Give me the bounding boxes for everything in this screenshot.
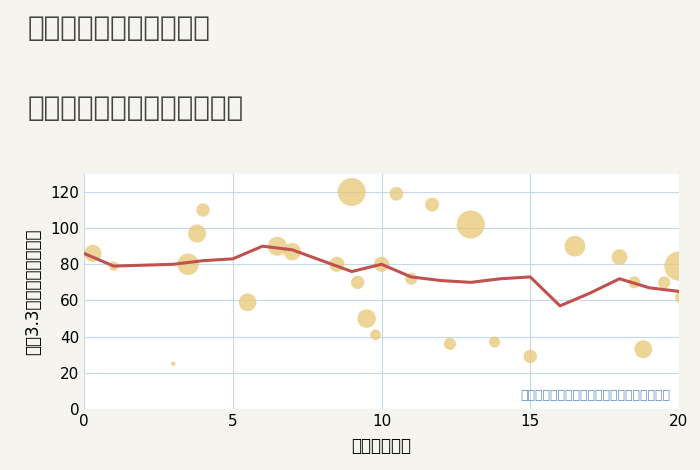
Point [444,340,456,348]
Point [183,260,194,268]
Text: 三重県津市白山町南出の: 三重県津市白山町南出の [28,14,211,42]
Point [406,275,417,282]
Point [287,248,298,255]
Point [346,188,357,196]
Point [197,206,209,214]
Point [525,352,536,360]
Point [569,243,580,250]
Point [376,260,387,268]
Point [168,360,179,368]
Point [638,345,649,353]
Point [629,279,640,286]
Text: 円の大きさは、取引のあった物件面積を示す: 円の大きさは、取引のあった物件面積を示す [520,389,670,402]
Point [489,338,500,346]
X-axis label: 駅距離（分）: 駅距離（分） [351,437,412,455]
Point [673,262,685,270]
Point [465,221,476,228]
Point [108,262,119,270]
Point [361,315,372,322]
Point [331,260,342,268]
Point [614,253,625,261]
Point [352,279,363,286]
Point [391,190,402,197]
Y-axis label: 坪（3.3㎡）単価（万円）: 坪（3.3㎡）単価（万円） [24,228,42,355]
Point [272,243,283,250]
Text: 駅距離別中古マンション価格: 駅距離別中古マンション価格 [28,94,244,122]
Point [88,250,99,257]
Point [426,201,438,208]
Point [676,293,687,301]
Point [192,230,203,237]
Point [659,279,670,286]
Point [370,331,381,338]
Point [242,298,253,306]
